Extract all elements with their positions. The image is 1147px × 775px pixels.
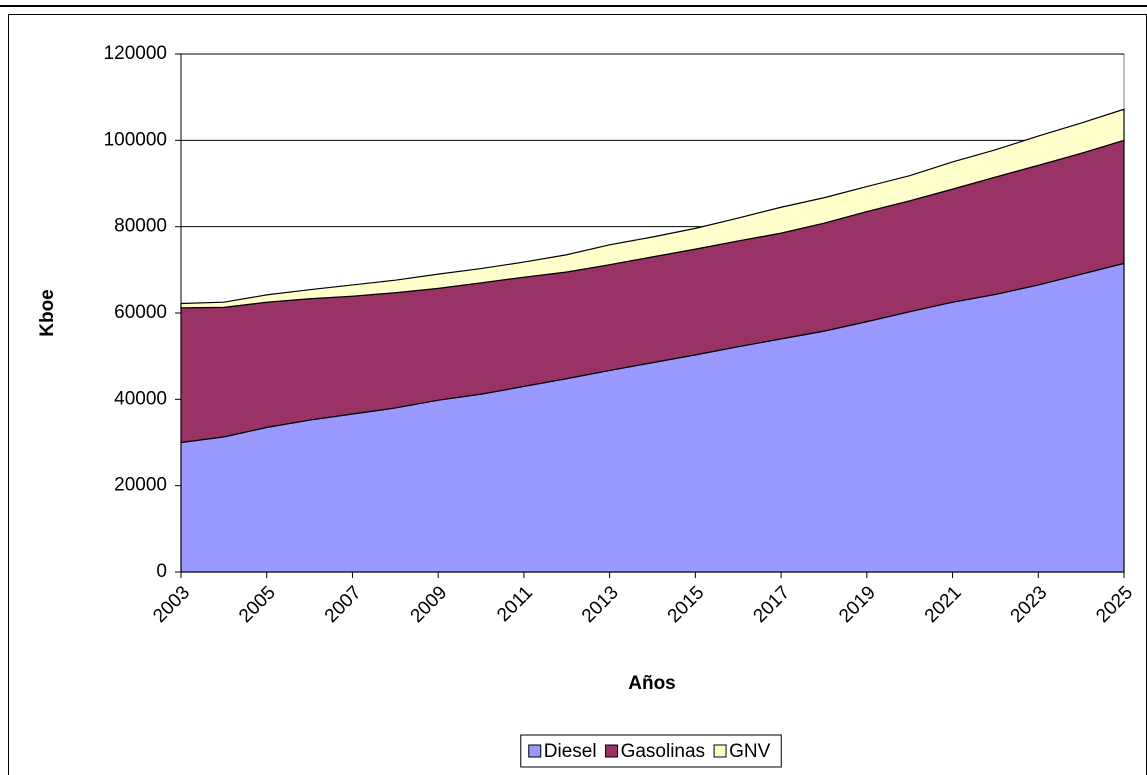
y-tick-label: 80000 [114,216,167,237]
x-axis-title: Años [628,673,676,694]
y-axis-title: Kboe [37,289,58,337]
y-tick-label: 120000 [104,43,167,64]
y-tick-label: 100000 [104,129,167,150]
area [180,108,1125,309]
legend-label: Gasolinas [621,741,706,762]
y-tick-label: 40000 [114,388,167,409]
legend-label: GNV [729,741,771,762]
legend-swatch [713,744,727,758]
y-tick-label: 0 [156,561,167,582]
y-tick-label: 60000 [114,302,167,323]
y-tick-label: 20000 [114,475,167,496]
legend-frame [520,734,782,768]
legend-swatch [605,744,619,758]
legend-label: Diesel [544,741,597,762]
legend-swatch [528,744,542,758]
